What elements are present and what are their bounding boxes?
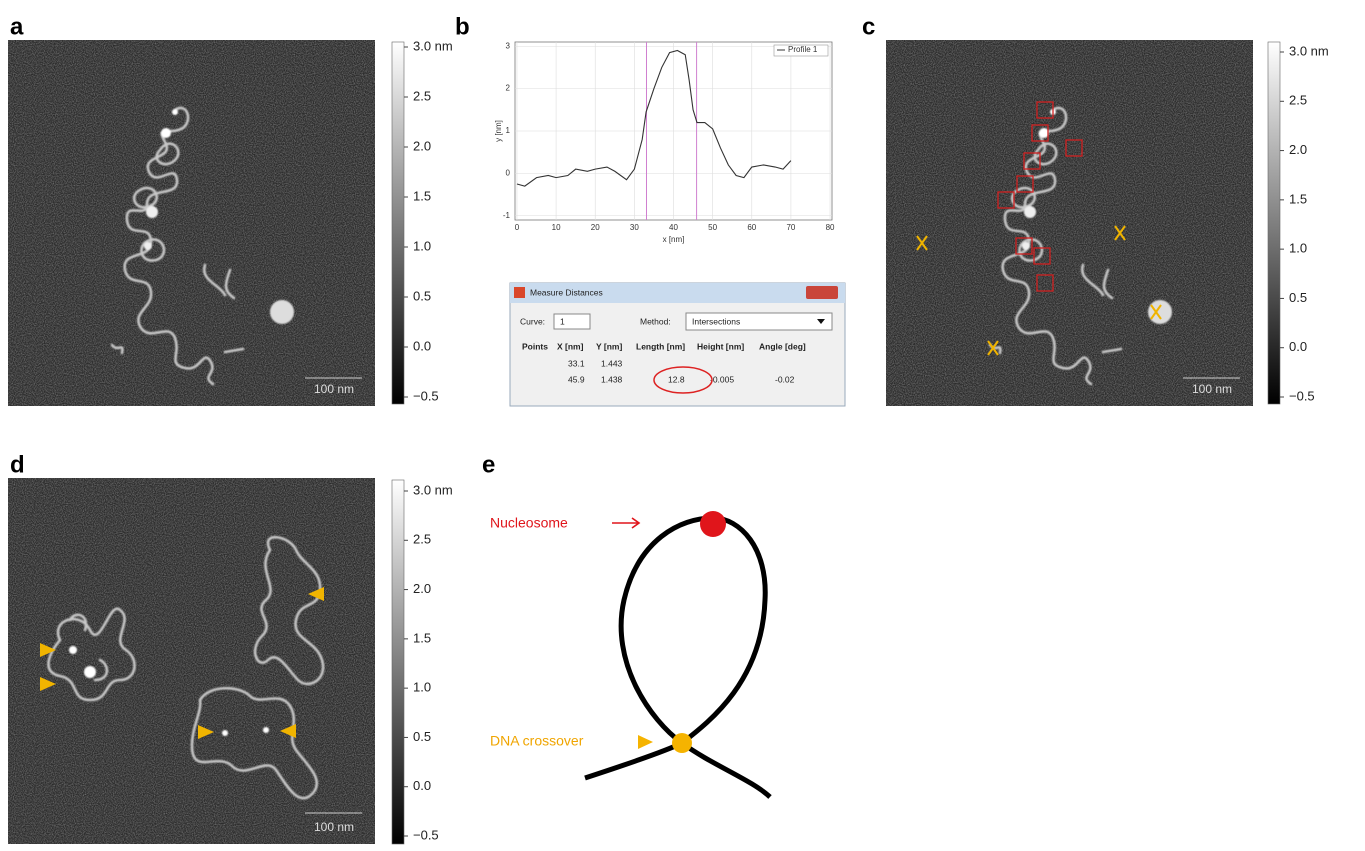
colorbar: 3.0 nm 2.5 2.0 1.5 1.0 0.5 0.0 −0.5 bbox=[391, 38, 453, 405]
legend-box bbox=[773, 44, 829, 57]
col-header: X [nm] bbox=[557, 341, 584, 351]
panel-label: e bbox=[482, 451, 495, 478]
close-button[interactable] bbox=[806, 286, 838, 299]
y-tick-label: 1 bbox=[506, 126, 511, 135]
x-tick-label: 30 bbox=[630, 223, 639, 232]
colorbar: 3.0 nm 2.5 2.0 1.5 1.0 0.5 0.0 −0.5 bbox=[1267, 41, 1329, 405]
colorbar-tick-label: 0.5 bbox=[1289, 290, 1307, 305]
x-tick-label: 50 bbox=[708, 223, 717, 232]
col-header: Angle [deg] bbox=[759, 341, 806, 351]
dna-molecules bbox=[47, 535, 325, 800]
panel-label: d bbox=[10, 451, 25, 478]
colorbar-tick-label: 3.0 nm bbox=[413, 482, 453, 497]
colorbar-tick-label: 2.0 bbox=[413, 138, 431, 153]
cell: 1.443 bbox=[601, 358, 623, 368]
colorbar-tick-label: 2.5 bbox=[1289, 93, 1307, 108]
dialog-title: Measure Distances bbox=[530, 287, 603, 297]
exclusion-marks bbox=[916, 225, 1162, 356]
curve-input[interactable] bbox=[553, 313, 591, 330]
crossover-label: DNA crossover bbox=[490, 733, 584, 749]
method-label: Method: bbox=[640, 316, 671, 326]
x-tick-label: 40 bbox=[669, 223, 678, 232]
colorbar-tick-label: −0.5 bbox=[1289, 388, 1315, 403]
colorbar-tick-label: 0.0 bbox=[413, 338, 431, 353]
col-header: Points bbox=[522, 341, 548, 351]
x-tick-label: 20 bbox=[591, 223, 600, 232]
cell: -0.02 bbox=[775, 374, 795, 384]
x-tick-label: 10 bbox=[552, 223, 561, 232]
colorbar-tick-label: 2.0 bbox=[1289, 142, 1307, 157]
afm-noise bbox=[886, 40, 1253, 406]
y-tick-label: 3 bbox=[506, 41, 511, 50]
colorbar-tick-label: 3.0 nm bbox=[1289, 43, 1329, 58]
cell: 45.9 bbox=[568, 374, 585, 384]
crossover bbox=[672, 733, 692, 753]
y-tick-label: 0 bbox=[506, 168, 511, 177]
colorbar-tick-label: 3.0 nm bbox=[413, 38, 453, 53]
colorbar-tick-label: 2.5 bbox=[413, 88, 431, 103]
afm-noise bbox=[8, 40, 375, 406]
colorbar-tick-label: 1.5 bbox=[413, 630, 431, 645]
col-header: Length [nm] bbox=[636, 341, 685, 351]
dna-strand bbox=[584, 515, 772, 799]
col-header: Y [nm] bbox=[596, 341, 622, 351]
panel-label: a bbox=[10, 13, 24, 40]
colorbar-tick-label: 0.5 bbox=[413, 729, 431, 744]
colorbar-gradient bbox=[1267, 41, 1281, 405]
colorbar-tick-label: 2.5 bbox=[413, 532, 431, 547]
cell: 1.438 bbox=[601, 374, 623, 384]
colorbar-tick-label: 0.5 bbox=[413, 288, 431, 303]
nucleosome-boxes bbox=[997, 101, 1083, 292]
x-tick-label: 0 bbox=[515, 223, 520, 232]
panel-label: b bbox=[455, 13, 470, 40]
colorbar-tick-label: 1.0 bbox=[413, 238, 431, 253]
highlight bbox=[653, 366, 713, 394]
colorbar-tick-label: −0.5 bbox=[413, 827, 439, 842]
colorbar-tick-label: 2.0 bbox=[413, 581, 431, 596]
x-tick-label: 80 bbox=[826, 223, 835, 232]
arrow bbox=[638, 735, 653, 749]
method-select[interactable] bbox=[685, 312, 833, 331]
colorbar: 3.0 nm 2.5 2.0 1.5 1.0 0.5 0.0 −0.5 bbox=[391, 479, 453, 845]
colorbar-tick-label: −0.5 bbox=[413, 388, 439, 403]
colorbar-tick-label: 0.0 bbox=[413, 778, 431, 793]
colorbar-gradient bbox=[391, 479, 405, 845]
profile-chart: 0 10 20 30 40 50 60 70 80 -1 0 1 2 3 x [nm] y [nm] Profi… bbox=[494, 41, 835, 244]
scale-bar-label: 100 nm bbox=[1192, 382, 1232, 396]
y-axis-label: y [nm] bbox=[494, 120, 503, 142]
colorbar-gradient bbox=[391, 41, 405, 405]
curve-value: 1 bbox=[560, 316, 565, 326]
x-tick-label: 60 bbox=[747, 223, 756, 232]
scale-bar-label: 100 nm bbox=[314, 820, 354, 834]
method-value: Intersections bbox=[692, 316, 740, 326]
colorbar-tick-label: 0.0 bbox=[1289, 339, 1307, 354]
y-tick-label: -1 bbox=[503, 211, 511, 220]
colorbar-tick-label: 1.0 bbox=[1289, 241, 1307, 256]
dialog: Measure Distances Curve: 1 Method: Inter… bbox=[509, 282, 846, 407]
profile-line bbox=[516, 49, 792, 187]
curve-label: Curve: bbox=[520, 316, 545, 326]
x-axis-label: x [nm] bbox=[663, 235, 685, 244]
x-tick-label: 70 bbox=[786, 223, 795, 232]
legend-label: Profile 1 bbox=[788, 45, 818, 54]
cell: 33.1 bbox=[568, 358, 585, 368]
cell: -0.005 bbox=[710, 374, 734, 384]
cell: 12.8 bbox=[668, 374, 685, 384]
afm-noise bbox=[8, 478, 375, 844]
y-tick-label: 2 bbox=[506, 84, 511, 93]
col-header: Height [nm] bbox=[697, 341, 744, 351]
colorbar-tick-label: 1.5 bbox=[413, 188, 431, 203]
scale-bar-label: 100 nm bbox=[314, 382, 354, 396]
panel-label: c bbox=[862, 13, 875, 40]
nucleosome bbox=[700, 511, 726, 537]
nucleosome-label: Nucleosome bbox=[490, 515, 568, 531]
colorbar-tick-label: 1.5 bbox=[1289, 191, 1307, 206]
colorbar-tick-label: 1.0 bbox=[413, 680, 431, 695]
arrow bbox=[612, 517, 641, 529]
